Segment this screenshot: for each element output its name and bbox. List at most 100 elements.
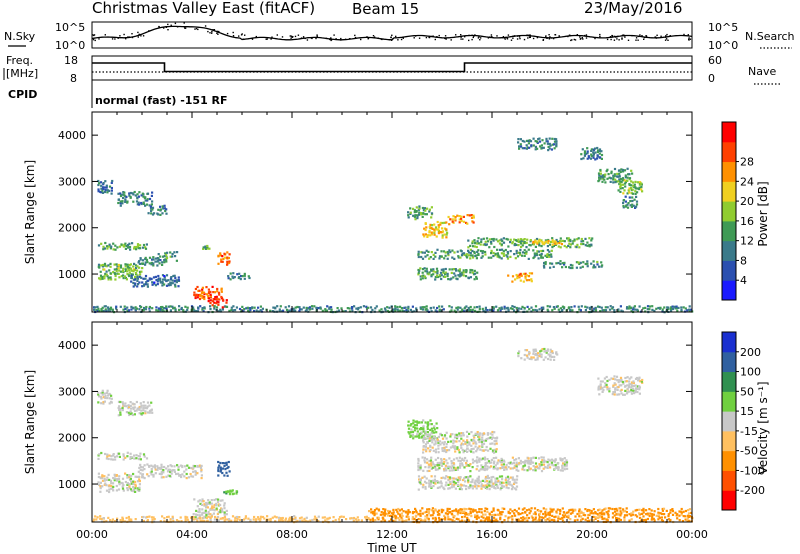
data-cell [427,234,430,237]
colorbar-tick-label: 200 [740,346,761,359]
data-cell [205,286,208,289]
data-cell [596,146,599,150]
data-cell [106,394,110,397]
data-cell [431,437,434,440]
data-cell [365,307,369,310]
data-cell [186,464,189,467]
noise-dot [655,37,658,39]
data-cell [309,308,312,311]
data-cell [423,461,427,464]
data-cell [136,245,139,248]
noise-dot [477,37,480,39]
data-cell [107,264,110,267]
data-cell [423,267,426,270]
noise-dot [471,34,473,36]
data-cell [471,220,474,223]
data-cell [445,450,448,454]
data-cell [221,308,224,311]
data-cell [471,249,474,253]
data-cell [539,239,542,242]
data-cell [509,255,512,258]
data-cell [138,488,141,491]
data-cell [136,265,139,268]
data-cell [458,270,461,273]
noise-dot [271,36,273,38]
noise-dot [502,37,504,39]
data-cell [538,512,541,515]
data-cell [567,237,570,240]
data-cell [392,519,395,522]
data-cell [426,515,429,519]
data-cell [503,466,506,469]
data-cell [471,484,474,488]
data-cell [167,279,170,282]
data-cell [606,512,609,515]
data-cell [411,517,414,521]
data-cell [421,308,424,311]
data-cell [490,510,493,513]
data-cell [505,463,508,467]
data-cell [488,480,491,483]
noise-dot [510,39,513,41]
data-cell [187,476,190,479]
data-cell [530,507,533,510]
data-cell [332,520,335,523]
data-cell [215,295,218,298]
data-cell [511,462,514,465]
data-cell [527,142,530,145]
data-cell [492,254,495,258]
data-cell [97,263,101,266]
data-cell [177,285,180,288]
noise-dot [660,35,662,37]
data-cell [636,515,639,518]
data-cell [128,487,131,490]
data-cell [102,248,105,251]
data-cell [201,498,204,501]
data-cell [536,509,539,512]
data-cell [174,255,177,258]
data-cell [176,464,179,467]
data-cell [217,460,220,464]
data-cell [130,308,133,311]
data-cell [298,306,301,309]
data-cell [542,512,545,516]
data-cell [487,477,491,480]
data-cell [634,190,637,193]
noise-dot [645,35,648,38]
data-cell [218,298,221,301]
data-cell [136,480,140,483]
data-cell [600,265,603,268]
data-cell [573,519,576,522]
noise-right-tick-top: 10^5 [708,21,738,34]
data-cell [476,514,479,517]
data-cell [528,512,531,515]
data-cell [127,243,130,247]
data-cell [209,305,212,308]
data-cell [609,180,612,183]
data-cell [617,180,620,183]
x-tick-label: 12:00 [376,528,408,541]
data-cell [505,237,508,241]
data-cell [381,519,385,522]
data-cell [209,290,212,293]
data-cell [490,481,493,484]
data-cell [421,206,424,210]
data-cell [101,479,105,482]
data-cell [103,277,106,280]
data-cell [180,520,183,523]
data-cell [617,308,620,311]
data-cell [135,400,138,404]
data-cell [216,300,219,303]
data-cell [178,308,181,311]
data-cell [471,254,474,257]
data-cell [582,513,585,516]
colorbar-swatch [722,371,736,392]
noise-dot [689,38,692,40]
data-cell [444,267,447,271]
data-cell [146,401,150,404]
data-cell [97,393,100,396]
data-cell [646,512,649,515]
data-cell [266,515,269,518]
data-cell [418,211,421,214]
